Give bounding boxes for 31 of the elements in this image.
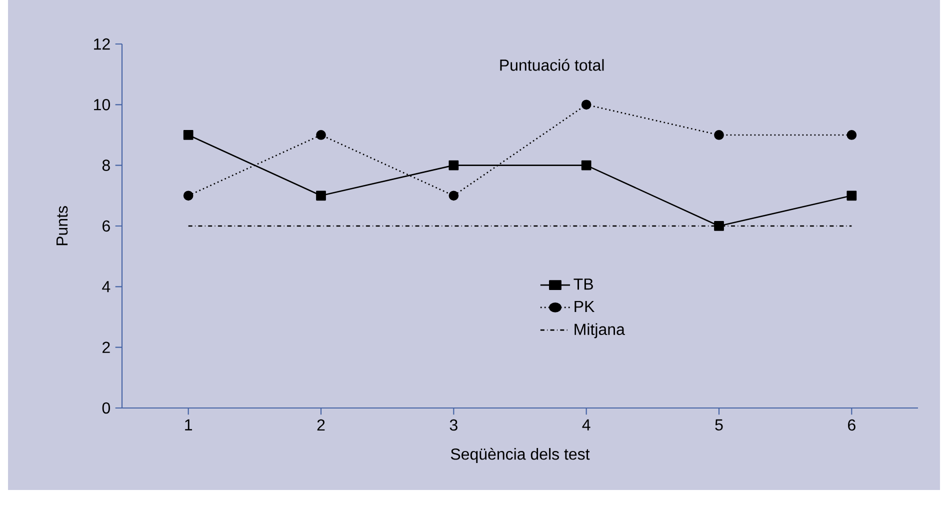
x-tick-label: 5 xyxy=(715,419,723,431)
y-tick-label: 12 xyxy=(94,38,110,50)
y-axis-title: Punts xyxy=(56,206,68,246)
point xyxy=(183,190,194,201)
point xyxy=(581,100,592,110)
point xyxy=(183,130,194,140)
x-tick-label: 2 xyxy=(317,419,325,431)
point xyxy=(846,190,857,201)
legend-label: Mitjana xyxy=(574,323,625,338)
point xyxy=(316,130,326,140)
x-tick-label: 6 xyxy=(848,419,856,431)
y-tick-label: 2 xyxy=(102,342,110,353)
x-axis-title: Seqüència dels test xyxy=(450,448,590,463)
x-tick-label: 3 xyxy=(450,419,458,431)
y-tick-label: 4 xyxy=(102,281,110,292)
y-tick-label: 6 xyxy=(102,220,110,232)
point xyxy=(581,160,592,170)
y-tick-label: 10 xyxy=(94,99,110,110)
text: Puntuació total xyxy=(500,58,604,71)
point xyxy=(846,130,857,140)
legend-label: TB xyxy=(574,278,593,290)
point xyxy=(448,160,459,170)
point xyxy=(714,221,724,231)
point xyxy=(448,190,459,201)
legend-label: PK xyxy=(574,300,595,312)
point xyxy=(316,190,326,201)
x-tick-label: 1 xyxy=(185,419,192,430)
y-tick-label: 0 xyxy=(102,402,110,414)
point xyxy=(714,130,724,140)
x-tick-label: 4 xyxy=(582,419,590,430)
y-tick-label: 8 xyxy=(102,160,110,171)
